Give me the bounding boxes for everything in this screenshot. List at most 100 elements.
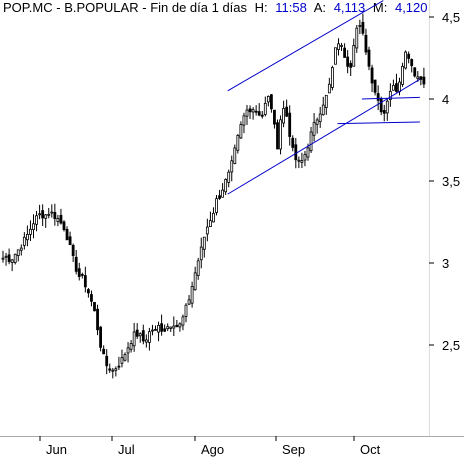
candle-body xyxy=(346,56,350,67)
candle xyxy=(324,94,328,115)
candle-body xyxy=(172,325,176,329)
candle xyxy=(395,73,398,93)
header-a-label: A: xyxy=(314,0,326,15)
candle-body xyxy=(297,159,301,162)
candle xyxy=(361,13,365,36)
candle xyxy=(202,236,206,258)
header-sep-2: - xyxy=(142,0,150,15)
candle-body xyxy=(4,255,8,258)
candle xyxy=(382,104,386,122)
trendline-support-4.00 xyxy=(361,96,420,100)
y-tick-label: 4 xyxy=(442,92,449,107)
candle xyxy=(315,117,319,134)
candle-body xyxy=(181,316,185,326)
candle xyxy=(370,64,374,93)
candle xyxy=(138,332,142,343)
x-tick-label: Jun xyxy=(46,442,67,457)
candle-body xyxy=(190,286,194,304)
candle xyxy=(111,367,115,379)
candle xyxy=(154,325,157,331)
candle xyxy=(391,79,395,91)
candle-body xyxy=(315,119,319,125)
candle-body xyxy=(282,108,286,124)
candle-body xyxy=(266,95,270,103)
candle xyxy=(285,99,289,118)
candle-body xyxy=(218,195,221,199)
candle-body xyxy=(248,108,252,113)
candle-body xyxy=(212,212,215,223)
candle-body xyxy=(87,289,90,294)
candle xyxy=(120,349,124,368)
x-tick-label: Oct xyxy=(360,442,381,457)
candle-body xyxy=(416,76,420,80)
candle xyxy=(1,250,5,263)
candle-body xyxy=(327,83,331,94)
y-axis: 2,5 3 3,5 4 4,5 xyxy=(429,10,460,353)
header-period: Fin de día 1 días xyxy=(150,0,247,15)
candle xyxy=(248,105,252,120)
candle xyxy=(376,85,380,111)
candle xyxy=(35,210,38,232)
candle xyxy=(114,366,118,377)
candle-body xyxy=(144,339,148,343)
candle xyxy=(303,150,307,167)
candle-body xyxy=(233,147,237,164)
candle-body xyxy=(224,179,228,193)
candle-body xyxy=(65,228,69,241)
candle xyxy=(300,152,304,169)
candle xyxy=(22,232,26,250)
candle xyxy=(239,121,243,139)
candle-body xyxy=(193,272,197,291)
candle-body xyxy=(410,59,414,67)
candle xyxy=(212,207,215,223)
candle xyxy=(141,324,145,345)
candle xyxy=(266,95,270,107)
candle xyxy=(407,51,411,64)
candle xyxy=(135,323,139,340)
candle-body xyxy=(56,218,60,222)
candle-body xyxy=(74,256,78,272)
candle-body xyxy=(175,324,179,328)
candle-body xyxy=(230,160,234,173)
candle-body xyxy=(35,215,38,225)
candle xyxy=(132,322,136,352)
candle xyxy=(41,204,45,227)
candle xyxy=(373,79,377,96)
candle xyxy=(413,67,417,78)
candle xyxy=(196,257,200,280)
candle xyxy=(218,189,221,200)
y-tick-label: 2,5 xyxy=(442,338,460,353)
x-tick-label: Jul xyxy=(118,442,135,457)
candle xyxy=(56,214,60,227)
candle-body xyxy=(96,308,99,331)
candle xyxy=(157,321,160,342)
candle-body xyxy=(263,102,267,115)
candle xyxy=(215,195,218,216)
candle-body xyxy=(163,328,167,332)
candle-body xyxy=(294,144,298,161)
candle xyxy=(68,231,72,246)
candle-body xyxy=(90,294,93,302)
candle-body xyxy=(291,137,295,148)
candle-body xyxy=(32,223,35,230)
candle-body xyxy=(364,34,368,53)
candle-body xyxy=(407,53,411,59)
candle-body xyxy=(108,368,112,371)
candle-body xyxy=(245,109,249,117)
candle xyxy=(108,363,112,373)
candle xyxy=(123,352,127,362)
candle-body xyxy=(337,43,340,50)
candle-body xyxy=(16,249,20,256)
x-tick-label: Sep xyxy=(282,442,305,457)
candle-body xyxy=(154,328,157,331)
candle xyxy=(160,314,164,336)
candle-body xyxy=(382,110,386,114)
candle xyxy=(257,103,261,117)
candle-body xyxy=(135,329,139,337)
candle xyxy=(385,98,389,121)
candle xyxy=(230,155,234,182)
candle xyxy=(25,225,29,247)
candle xyxy=(16,249,20,262)
